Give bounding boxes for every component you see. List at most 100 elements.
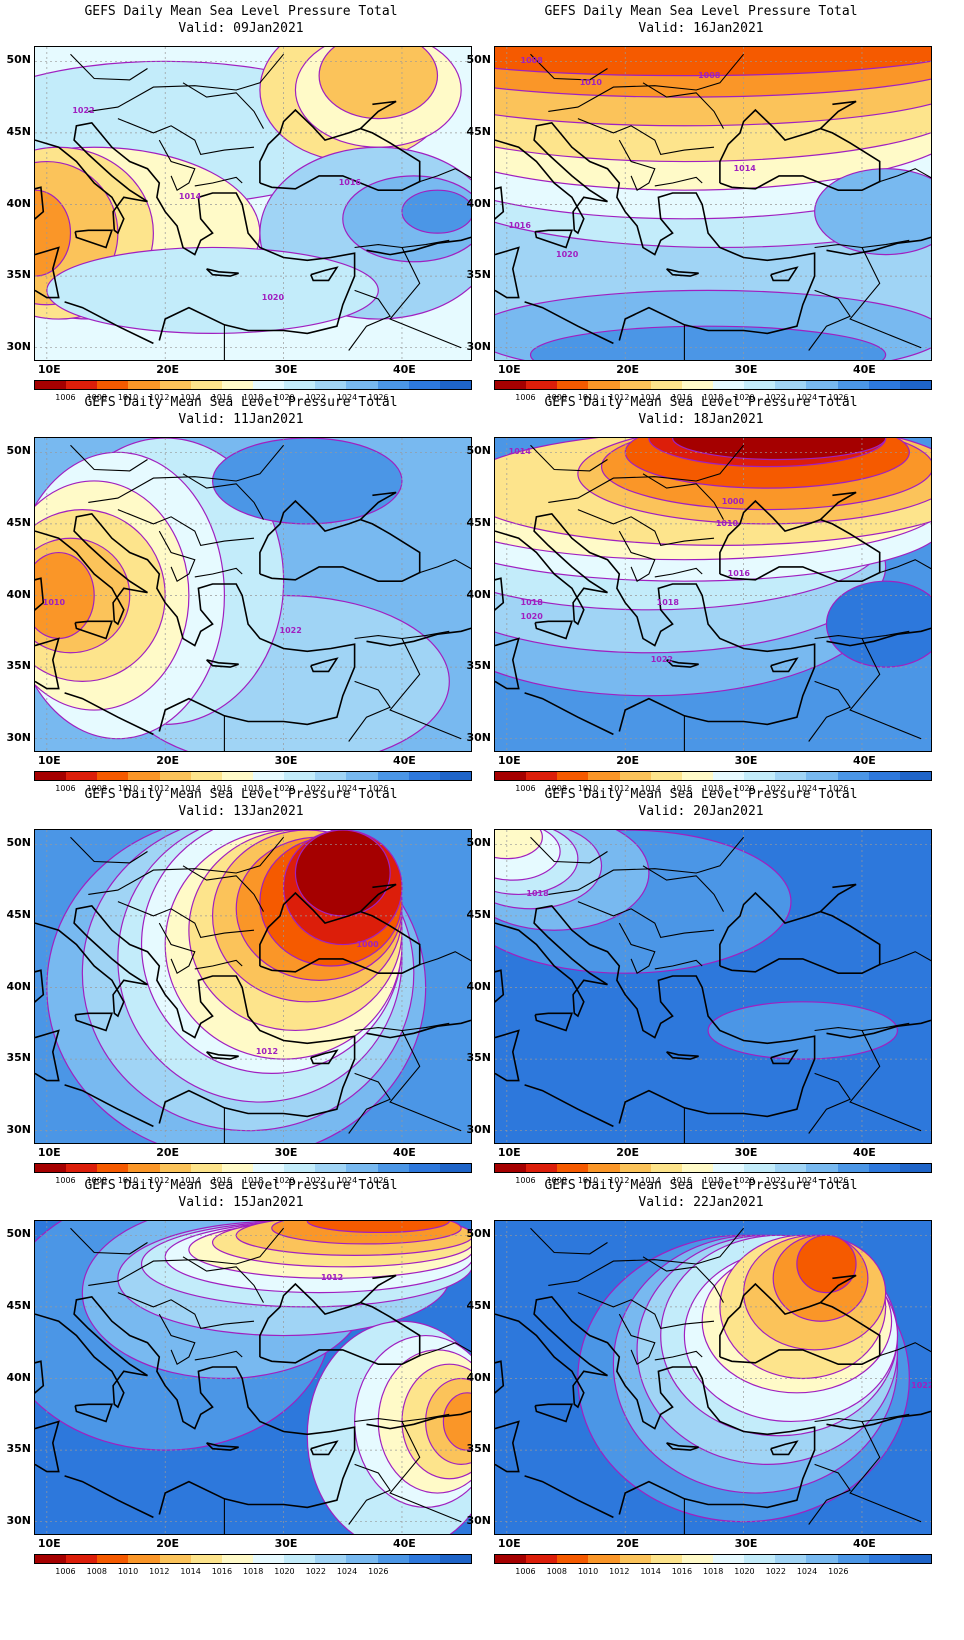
country-border	[88, 836, 285, 895]
coastline	[74, 229, 114, 249]
country-border	[194, 1350, 243, 1361]
lat-tick-label: 45N	[6, 907, 31, 921]
colorbar-label: 1018	[703, 393, 724, 402]
colorbar-swatch	[252, 772, 285, 780]
coastline	[524, 301, 614, 345]
lon-tick-label: 10E	[37, 1146, 61, 1159]
colorbar-swatch	[128, 381, 160, 389]
pressure-field	[495, 1221, 931, 1534]
coastline	[35, 1420, 60, 1473]
contour-label: 1016	[508, 220, 531, 230]
coastline	[524, 692, 614, 736]
contour-label: 1014	[733, 163, 756, 173]
colorbar-label: 1016	[211, 1567, 233, 1576]
country-border	[577, 1292, 715, 1330]
coastline	[35, 969, 45, 1003]
colorbar-label: 1022	[305, 1567, 326, 1576]
colorbar-swatch	[66, 381, 98, 389]
colorbar-label: 1008	[546, 784, 567, 793]
lon-tick-label: 30E	[274, 363, 298, 376]
colorbar-swatch	[495, 1164, 527, 1172]
lon-tick-label: 40E	[852, 754, 876, 767]
contour-label: 1000	[356, 939, 379, 949]
country-border	[849, 638, 922, 740]
country-border	[182, 82, 264, 129]
country-border	[419, 559, 471, 574]
colorbar-swatch	[526, 772, 558, 780]
colorbar-swatch	[712, 381, 745, 389]
colorbar-label: 1026	[828, 1176, 849, 1185]
colorbar-label: 1016	[671, 1176, 693, 1185]
colorbar-swatch	[557, 1164, 589, 1172]
coastline	[770, 657, 799, 673]
colorbar-swatch	[744, 1555, 776, 1563]
lat-tick-label: 35N	[6, 1442, 31, 1456]
lat-tick-label: 35N	[6, 1051, 31, 1065]
colorbar-label: 1022	[765, 1567, 786, 1576]
colorbar-label: 1016	[671, 784, 693, 793]
colorbar-label: 1008	[86, 1567, 107, 1576]
contour-label: 1018	[520, 597, 543, 607]
country-border	[419, 168, 471, 183]
colorbar-swatch	[252, 1555, 285, 1563]
lat-tick-label: 40N	[466, 1370, 491, 1384]
pressure-field	[495, 47, 931, 360]
colorbar-swatch	[837, 772, 869, 780]
country-border	[618, 922, 656, 975]
lat-tick-label: 50N	[6, 444, 31, 458]
lon-tick-label: 40E	[392, 1146, 416, 1159]
colorbar-swatch	[439, 1164, 471, 1172]
colorbar-label: 1008	[86, 1176, 107, 1185]
colorbar-label: 1024	[336, 1176, 358, 1185]
colorbar-label: 1012	[149, 393, 170, 402]
colorbar-swatch	[712, 1555, 745, 1563]
coastline	[35, 513, 356, 732]
colorbar-swatch	[899, 1164, 931, 1172]
lon-tick-label: 10E	[37, 754, 61, 767]
colorbar-label: 1026	[368, 784, 389, 793]
colorbar-swatch	[526, 1164, 558, 1172]
coastline	[35, 1296, 356, 1515]
colorbar-label: 1016	[211, 1176, 233, 1185]
coastline	[495, 905, 816, 1124]
colorbar	[34, 1554, 472, 1564]
colorbar	[34, 380, 472, 390]
colorbar-swatch	[221, 381, 253, 389]
country-border	[654, 1350, 703, 1361]
colorbar-swatch	[159, 1555, 191, 1563]
colorbar-label: 1014	[180, 1176, 201, 1185]
pressure-field	[495, 830, 931, 1143]
lat-tick-label: 35N	[6, 268, 31, 282]
pressure-map: 1014 1000 1010 1016 1018 1020 1018 1022	[494, 437, 932, 752]
coastline	[259, 108, 421, 191]
contour-label: 1022	[72, 106, 95, 116]
country-border	[548, 836, 745, 895]
colorbar-swatch	[775, 772, 807, 780]
panel-title: GEFS Daily Mean Sea Level Pressure Total	[84, 1178, 398, 1193]
country-border	[654, 567, 703, 578]
coastline	[719, 891, 881, 974]
colorbar-swatch	[221, 772, 253, 780]
colorbar-label: 1008	[546, 1567, 567, 1576]
coastline	[259, 891, 421, 974]
colorbar-swatch	[868, 1555, 900, 1563]
colorbar-label: 1014	[180, 1567, 201, 1576]
country-border	[158, 139, 196, 192]
colorbar-swatch	[35, 1555, 67, 1563]
country-border	[158, 922, 196, 975]
colorbar-label: 1014	[640, 784, 661, 793]
panel-valid-date: Valid: 20Jan2021	[638, 804, 764, 819]
colorbar-swatch	[681, 772, 713, 780]
colorbar-label: 1014	[640, 1567, 661, 1576]
country-border	[88, 444, 285, 503]
lat-tick-label: 35N	[6, 659, 31, 673]
colorbar-label: 1026	[368, 1567, 389, 1576]
colorbar-swatch	[526, 1555, 558, 1563]
lat-tick-label: 50N	[466, 444, 491, 458]
colorbar	[494, 1554, 932, 1564]
colorbar-swatch	[899, 1555, 931, 1563]
coastline	[206, 1051, 239, 1060]
map-panel: GEFS Daily Mean Sea Level Pressure Total…	[0, 391, 482, 801]
lat-tick-label: 50N	[6, 1227, 31, 1241]
lon-tick-label: 40E	[852, 1537, 876, 1550]
